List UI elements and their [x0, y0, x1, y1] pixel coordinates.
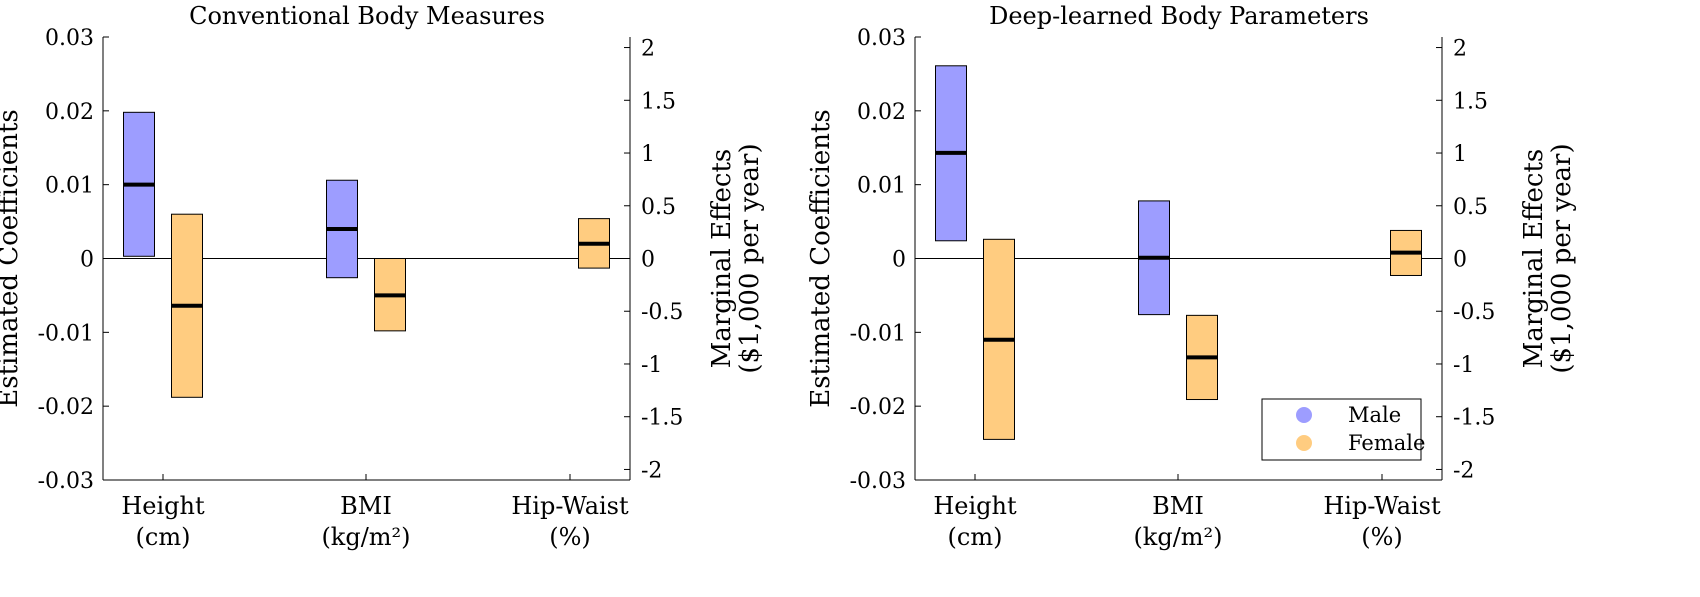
- chart1-left-tick-label: 0.03: [45, 26, 94, 51]
- chart2-left-tick-label: 0: [892, 248, 906, 273]
- chart2-right-tick-label: -1: [1453, 353, 1474, 378]
- chart2-left-tick-label: 0.01: [857, 174, 906, 199]
- chart2-left-tick-label: 0.03: [857, 26, 906, 51]
- chart2-right-tick-label: -0.5: [1453, 300, 1495, 325]
- chart1-right-tick-label: -0.5: [641, 300, 683, 325]
- chart1-left-tick-label: -0.02: [38, 395, 94, 420]
- chart1-right-tick-label: 2: [641, 37, 655, 62]
- chart2-right-tick-label: -1.5: [1453, 406, 1495, 431]
- chart2-category-unit: (cm): [948, 523, 1003, 551]
- chart2-legend-marker-female: [1296, 435, 1312, 451]
- chart1-right-tick-label: 1.5: [641, 89, 676, 114]
- chart2-category-label: BMI: [1152, 492, 1204, 520]
- chart2-right-tick-label: 1: [1453, 142, 1467, 167]
- chart2-category-label: Hip-Waist: [1323, 492, 1441, 520]
- chart1-ylabel: Estimated Coefficients: [0, 109, 24, 408]
- chart2-legend: [1261, 398, 1422, 461]
- chart2-left-tick-label: 0.02: [857, 100, 906, 125]
- chart2-title: Deep-learned Body Parameters: [989, 2, 1369, 30]
- chart2-ylabel-right-line1: Marginal Effects: [1519, 149, 1549, 369]
- chart1-ylabel-right-line2: ($1,000 per year): [735, 143, 765, 373]
- chart2-right-tick-label: 0: [1453, 248, 1467, 273]
- chart1-left-tick-label: 0.01: [45, 174, 94, 199]
- chart2-left-tick-label: -0.03: [850, 469, 906, 494]
- chart2-ylabel: Estimated Coefficients: [806, 109, 836, 408]
- chart1-title: Conventional Body Measures: [189, 2, 545, 30]
- chart1-category-unit: (cm): [136, 523, 191, 551]
- chart2-left-tick-label: -0.02: [850, 395, 906, 420]
- chart2-category-unit: (kg/m²): [1133, 523, 1222, 551]
- chart2-right-tick-label: 2: [1453, 37, 1467, 62]
- chart1-right-tick-label: -1.5: [641, 406, 683, 431]
- chart2-right-tick-label: 1.5: [1453, 89, 1488, 114]
- chart2-ylabel-right-line2: ($1,000 per year): [1547, 143, 1577, 373]
- chart1-category-unit: (kg/m²): [321, 523, 410, 551]
- chart1-right-tick-label: 1: [641, 142, 655, 167]
- chart1-category-label: Hip-Waist: [511, 492, 629, 520]
- chart1-right-tick-label: -2: [641, 458, 662, 483]
- chart1-category-label: Height: [121, 492, 205, 520]
- chart1-category-unit: (%): [549, 523, 591, 551]
- chart1-right-tick-label: 0.5: [641, 195, 676, 220]
- chart1-left-tick-label: 0: [80, 248, 94, 273]
- chart2-category-label: Height: [933, 492, 1017, 520]
- chart1-right-tick-label: 0: [641, 248, 655, 273]
- chart2-right-tick-label: 0.5: [1453, 195, 1488, 220]
- chart1-left-tick-label: -0.01: [38, 321, 94, 346]
- chart2-legend-label-female: Female: [1348, 431, 1425, 455]
- chart2-left-tick-label: -0.01: [850, 321, 906, 346]
- chart2-legend-marker-male: [1296, 407, 1312, 423]
- chart2-legend-label-male: Male: [1348, 403, 1401, 427]
- chart1-ylabel-right-line1: Marginal Effects: [707, 149, 737, 369]
- chart2-category-unit: (%): [1361, 523, 1403, 551]
- chart1-left-tick-label: -0.03: [38, 469, 94, 494]
- chart1-category-label: BMI: [340, 492, 392, 520]
- chart2-right-tick-label: -2: [1453, 458, 1474, 483]
- chart1-right-tick-label: -1: [641, 353, 662, 378]
- chart1-left-tick-label: 0.02: [45, 100, 94, 125]
